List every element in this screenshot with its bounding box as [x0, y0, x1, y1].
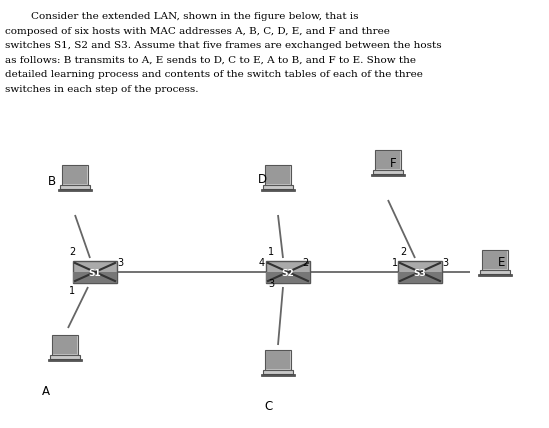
FancyBboxPatch shape [266, 261, 310, 283]
Text: 2: 2 [302, 258, 308, 268]
Text: composed of six hosts with MAC addresses A, B, C, D, E, and F and three: composed of six hosts with MAC addresses… [5, 27, 390, 36]
Text: 1: 1 [268, 247, 274, 257]
Text: E: E [498, 256, 506, 269]
FancyBboxPatch shape [266, 166, 290, 184]
FancyBboxPatch shape [478, 273, 512, 276]
Text: 3: 3 [442, 258, 448, 268]
FancyBboxPatch shape [373, 170, 402, 174]
FancyBboxPatch shape [52, 335, 78, 355]
FancyBboxPatch shape [73, 272, 117, 283]
Text: F: F [390, 157, 396, 170]
FancyBboxPatch shape [261, 189, 295, 191]
FancyBboxPatch shape [398, 272, 442, 283]
Text: B: B [48, 175, 56, 188]
FancyBboxPatch shape [58, 189, 92, 191]
Text: A: A [42, 385, 50, 398]
Text: S1: S1 [88, 270, 102, 279]
Text: 4: 4 [259, 258, 265, 268]
FancyBboxPatch shape [261, 374, 295, 376]
FancyBboxPatch shape [264, 185, 293, 189]
Text: 3: 3 [268, 279, 274, 289]
FancyBboxPatch shape [371, 174, 405, 176]
Text: C: C [264, 400, 272, 413]
Text: 2: 2 [400, 247, 406, 257]
FancyBboxPatch shape [264, 370, 293, 374]
Text: as follows: B transmits to A, E sends to D, C to E, A to B, and F to E. Show the: as follows: B transmits to A, E sends to… [5, 56, 416, 65]
FancyBboxPatch shape [265, 350, 291, 370]
FancyBboxPatch shape [376, 151, 400, 169]
Text: detailed learning process and contents of the switch tables of each of the three: detailed learning process and contents o… [5, 70, 423, 79]
FancyBboxPatch shape [480, 270, 509, 273]
FancyBboxPatch shape [62, 165, 88, 185]
FancyBboxPatch shape [63, 166, 87, 184]
FancyBboxPatch shape [265, 165, 291, 185]
Text: 1: 1 [392, 258, 398, 268]
FancyBboxPatch shape [482, 250, 508, 270]
Text: D: D [258, 173, 267, 186]
FancyBboxPatch shape [48, 359, 82, 361]
Text: switches in each step of the process.: switches in each step of the process. [5, 84, 199, 93]
Text: S2: S2 [282, 270, 294, 279]
FancyBboxPatch shape [51, 355, 80, 359]
Text: Consider the extended LAN, shown in the figure below, that is: Consider the extended LAN, shown in the … [5, 12, 358, 21]
Text: switches S1, S2 and S3. Assume that five frames are exchanged between the hosts: switches S1, S2 and S3. Assume that five… [5, 41, 441, 50]
FancyBboxPatch shape [266, 272, 310, 283]
FancyBboxPatch shape [73, 261, 117, 283]
Text: S3: S3 [413, 270, 427, 279]
Text: 2: 2 [69, 247, 75, 257]
FancyBboxPatch shape [398, 261, 442, 283]
FancyBboxPatch shape [375, 150, 401, 170]
FancyBboxPatch shape [53, 336, 77, 354]
Text: 1: 1 [69, 286, 75, 296]
FancyBboxPatch shape [60, 185, 89, 189]
FancyBboxPatch shape [483, 251, 507, 268]
Text: 3: 3 [117, 258, 123, 268]
FancyBboxPatch shape [266, 351, 290, 369]
